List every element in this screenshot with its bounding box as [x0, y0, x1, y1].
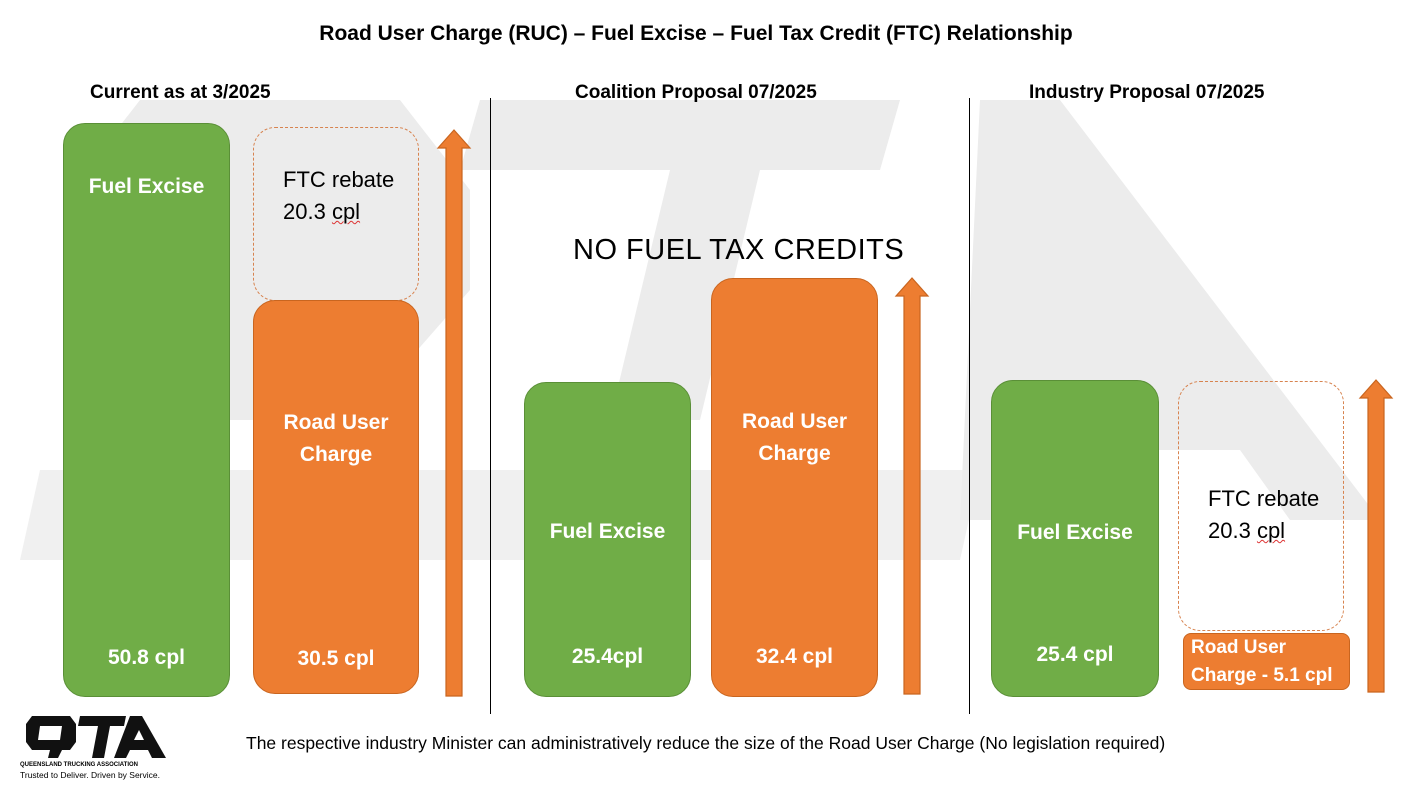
coalition-ruc-value: 32.4 cpl — [755, 645, 834, 668]
qta-logo-mark — [26, 716, 166, 758]
panel-heading-current: Current as at 3/2025 — [90, 82, 271, 103]
current-ftc-rebate-box: FTC rebate 20.3 cpl — [253, 127, 419, 301]
industry-up-arrow-icon — [1358, 379, 1394, 693]
coalition-ruc-label-line2: Charge — [758, 442, 831, 465]
industry-ruc-label-line1: Road User — [1191, 637, 1287, 658]
current-ftc-value: 20.3 cpl — [283, 196, 360, 228]
current-ruc-value: 30.5 cpl — [297, 647, 375, 670]
qta-logo: QUEENSLAND TRUCKING ASSOCIATION Trusted … — [18, 712, 193, 784]
industry-ruc-label-line2: Charge - 5.1 cpl — [1191, 665, 1333, 686]
qta-logo-tagline1: QUEENSLAND TRUCKING ASSOCIATION — [20, 762, 139, 768]
divider-right — [969, 98, 970, 714]
industry-ruc-bar: Road User Charge - 5.1 cpl — [1183, 633, 1350, 690]
industry-ftc-value: 20.3 cpl — [1208, 515, 1285, 547]
coalition-excise-value: 25.4cpl — [571, 645, 644, 668]
coalition-up-arrow-icon — [894, 277, 930, 695]
current-ftc-label: FTC rebate — [283, 167, 395, 192]
current-up-arrow-icon — [436, 129, 472, 697]
no-fuel-tax-credits-notice: NO FUEL TAX CREDITS — [573, 234, 905, 266]
industry-ftc-number: 20.3 — [1208, 518, 1257, 543]
coalition-ruc-label-line1: Road User — [741, 410, 848, 433]
current-ftc-unit: cpl — [331, 199, 361, 224]
industry-excise-label: Fuel Excise — [1017, 521, 1133, 544]
coalition-excise-label: Fuel Excise — [549, 520, 666, 543]
footer-note: The respective industry Minister can adm… — [246, 733, 1166, 753]
industry-excise-bar: Fuel Excise 25.4 cpl — [991, 380, 1159, 697]
current-ruc-label-line2: Charge — [299, 443, 373, 466]
current-excise-bar: Fuel Excise 50.8 cpl — [63, 123, 230, 697]
industry-ftc-unit: cpl — [1256, 518, 1286, 543]
coalition-ruc-bar: Road User Charge 32.4 cpl — [711, 278, 878, 697]
diagram-title: Road User Charge (RUC) – Fuel Excise – F… — [319, 22, 1073, 45]
current-ruc-label-line1: Road User — [283, 411, 389, 434]
current-ruc-bar: Road User Charge 30.5 cpl — [253, 300, 419, 694]
qta-logo-tagline2: Trusted to Deliver. Driven by Service. — [20, 770, 160, 780]
panel-heading-industry: Industry Proposal 07/2025 — [1029, 82, 1265, 103]
industry-ftc-rebate-box: FTC rebate 20.3 cpl — [1178, 381, 1344, 631]
panel-heading-coalition: Coalition Proposal 07/2025 — [575, 82, 817, 103]
industry-excise-value: 25.4 cpl — [1036, 643, 1114, 666]
current-excise-value: 50.8 cpl — [107, 646, 186, 669]
current-excise-label: Fuel Excise — [88, 175, 205, 198]
industry-ftc-label: FTC rebate — [1208, 486, 1320, 511]
current-ftc-number: 20.3 — [283, 199, 332, 224]
coalition-excise-bar: Fuel Excise 25.4cpl — [524, 382, 691, 697]
divider-left — [490, 98, 491, 714]
